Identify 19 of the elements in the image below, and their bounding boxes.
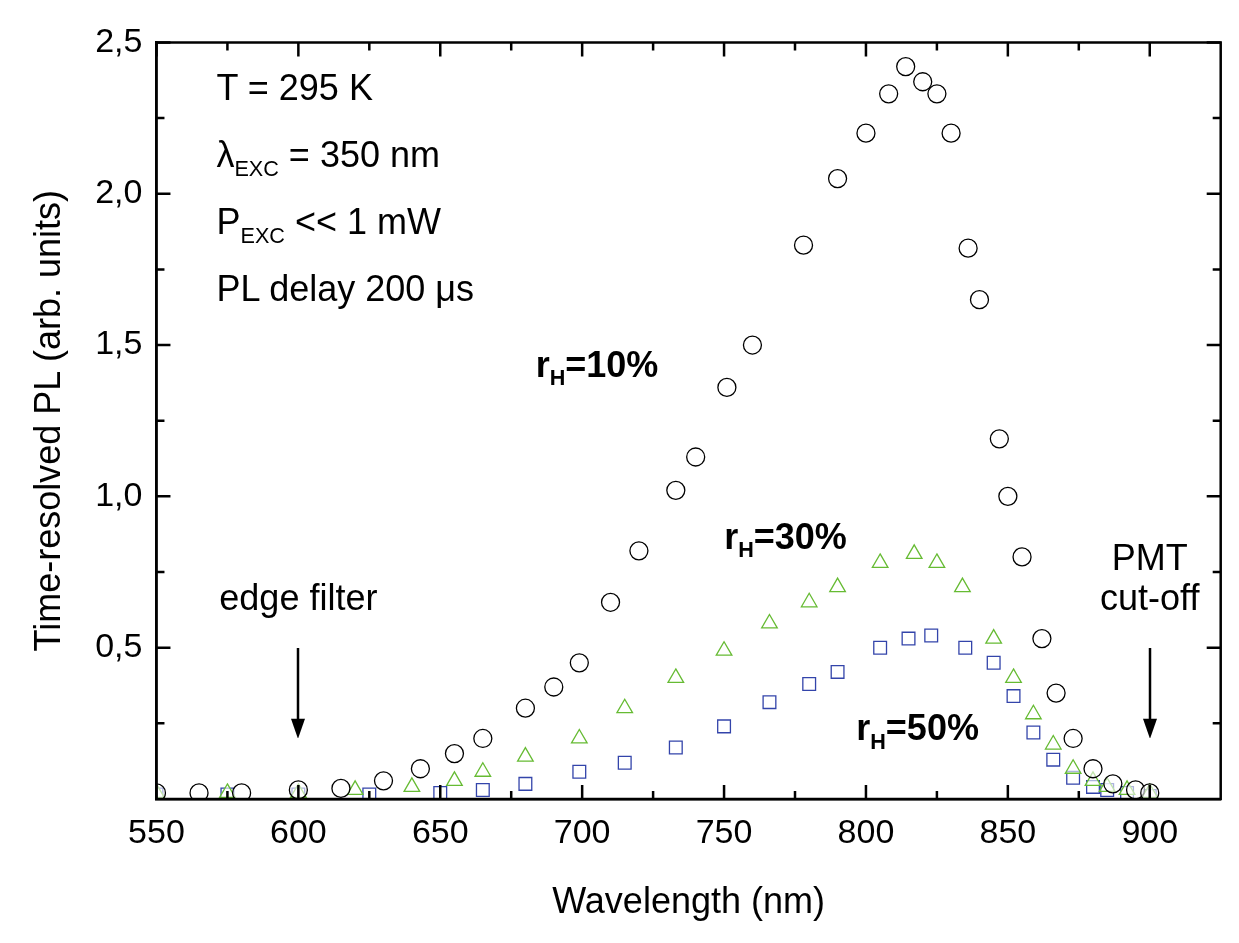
x-tick-label: 700 [553,811,611,850]
annotation: PL delay 200 μs [216,268,475,310]
y-tick-label: 1,5 [95,323,143,362]
y-tick-label: 1,0 [95,474,143,513]
ref-line-label: edge filter [219,576,378,618]
x-tick-label: 650 [411,811,469,850]
y-axis-title: Time-resolved PL (arb. units) [26,189,68,652]
x-tick-label: 850 [979,811,1037,850]
y-tick-label: 0,5 [95,626,143,665]
x-axis-title: Wavelength (nm) [552,880,825,922]
x-tick-label: 900 [1121,811,1179,850]
x-tick-label: 750 [695,811,753,850]
ref-line-label: PMT cut-off [1100,536,1201,618]
x-tick-label: 600 [270,811,327,850]
x-tick-label: 550 [128,811,185,850]
annotation: T = 295 K [216,67,373,109]
y-tick-label: 2,5 [95,20,143,59]
x-tick-label: 800 [837,811,895,850]
y-tick-label: 2,0 [95,172,143,211]
